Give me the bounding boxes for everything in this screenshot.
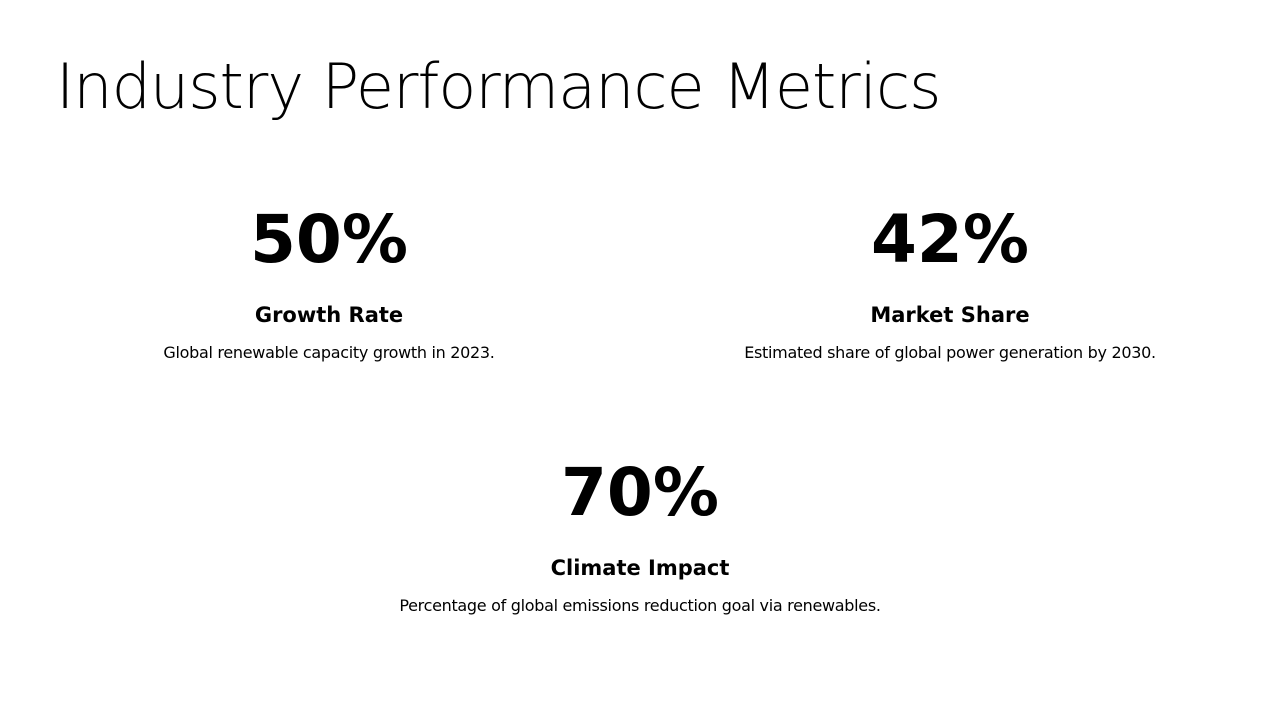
metric-description: Estimated share of global power generati… [744,343,1156,362]
metric-card: 70% Climate Impact Percentage of global … [340,453,940,617]
slide-title: Industry Performance Metrics [56,50,941,123]
metric-label: Climate Impact [550,556,730,580]
metric-value: 50% [250,201,408,278]
metric-description: Percentage of global emissions reduction… [399,596,881,615]
metric-value: 70% [561,454,719,531]
metric-label: Market Share [870,303,1030,327]
metric-label: Growth Rate [254,303,404,327]
metric-card: 50% Growth Rate Global renewable capacit… [29,200,629,364]
metric-description: Global renewable capacity growth in 2023… [163,343,495,362]
metric-card: 42% Market Share Estimated share of glob… [650,200,1250,364]
metric-value: 42% [871,201,1029,278]
